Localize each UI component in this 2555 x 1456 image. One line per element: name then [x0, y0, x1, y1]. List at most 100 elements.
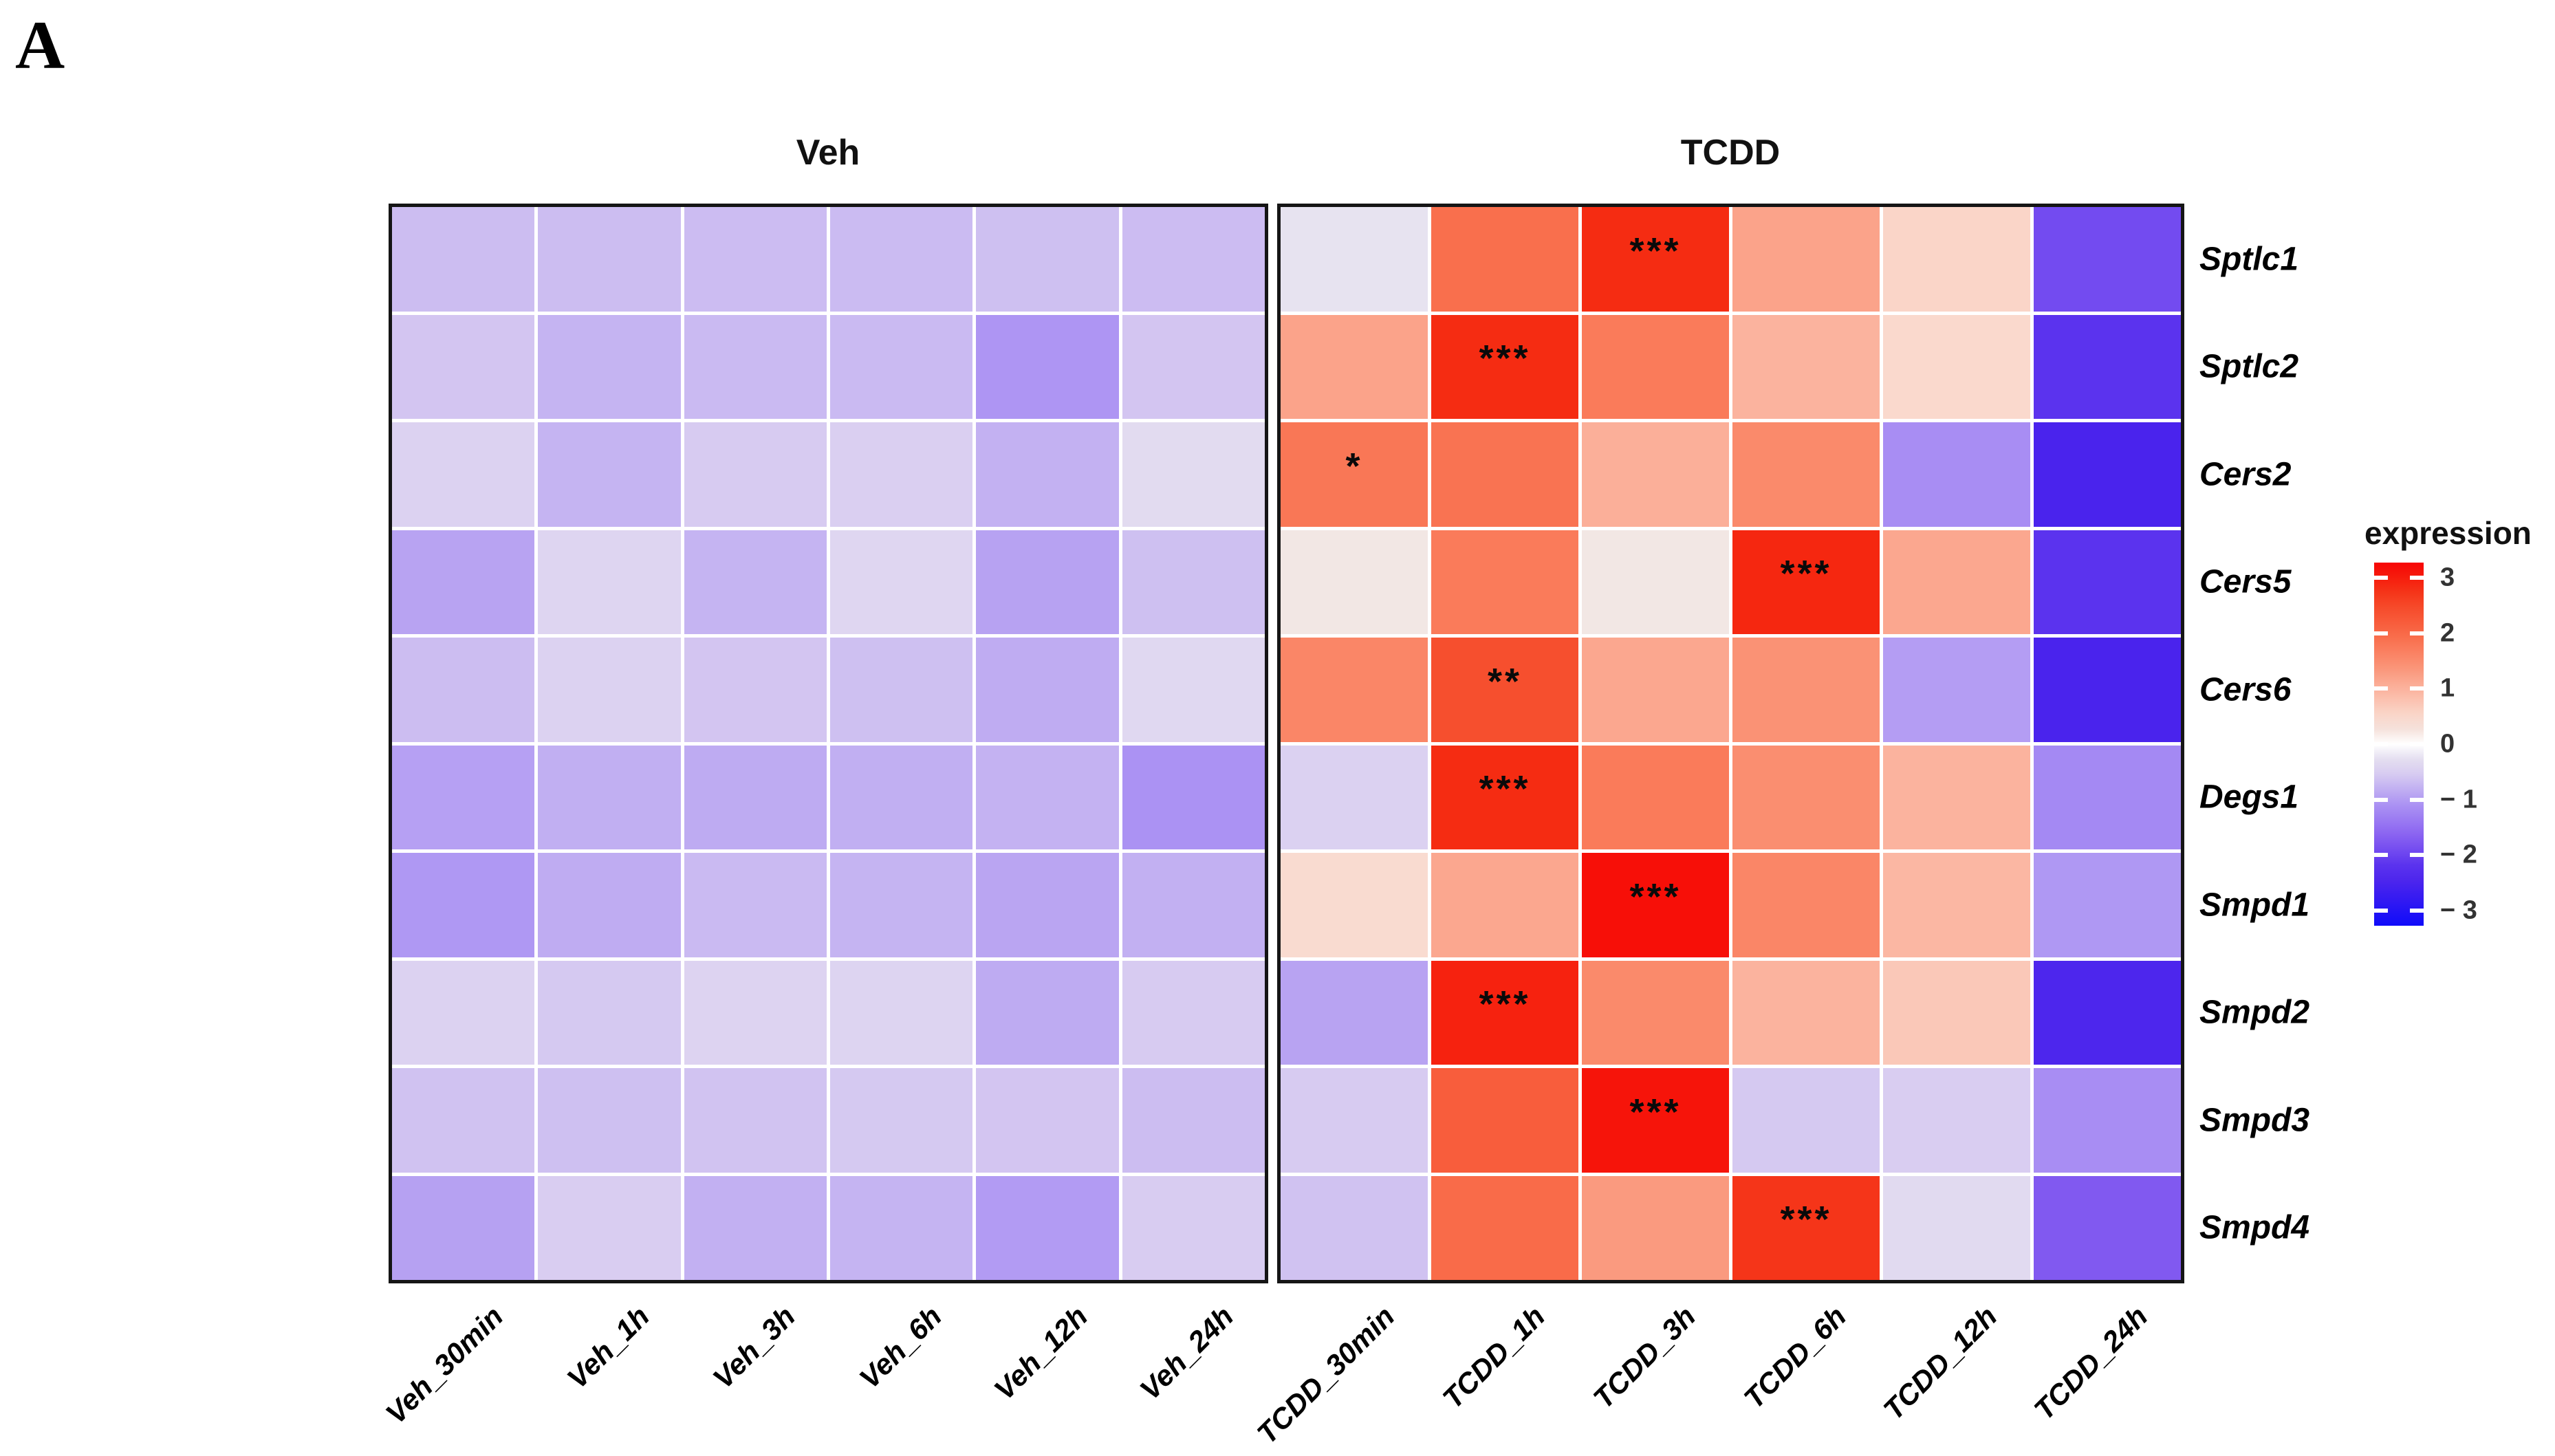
legend-tick-dash — [2410, 853, 2424, 858]
x-axis-label: Veh_1h — [561, 1300, 656, 1395]
heatmap-cell — [1281, 1068, 1428, 1173]
heatmap-cell — [1122, 1175, 1265, 1280]
heatmap-cell — [2034, 1175, 2181, 1280]
heatmap-cell — [392, 1175, 535, 1280]
heatmap-cell — [1431, 1068, 1578, 1173]
heatmap-cell — [1582, 422, 1729, 527]
heatmap-cell — [1732, 422, 1880, 527]
heatmap-cell — [1281, 960, 1428, 1065]
veh-heatmap-panel — [389, 204, 1268, 1283]
heatmap-cell — [829, 745, 973, 849]
significance-stars: *** — [1780, 553, 1832, 595]
panel-letter: A — [15, 7, 65, 83]
x-axis-label: TCDD_1h — [1436, 1300, 1552, 1415]
heatmap-cell — [1122, 853, 1265, 957]
heatmap-cell — [829, 1175, 973, 1280]
heatmap-cell: * — [1281, 422, 1428, 527]
legend-title: expression — [2364, 515, 2532, 551]
heatmap-cell — [1122, 530, 1265, 634]
x-axis-label: TCDD_30min — [1250, 1300, 1401, 1450]
heatmap-cell — [976, 422, 1119, 527]
legend-tick-label: 3 — [2440, 563, 2455, 592]
heatmap-cell — [684, 960, 827, 1065]
heatmap-cell — [392, 422, 535, 527]
heatmap-cell — [684, 422, 827, 527]
heatmap-cell — [976, 960, 1119, 1065]
significance-stars: *** — [1479, 768, 1531, 810]
heatmap-cell — [1281, 1175, 1428, 1280]
heatmap-cell — [2034, 530, 2181, 634]
heatmap-cell — [1431, 530, 1578, 634]
gene-label: Smpd2 — [2199, 994, 2310, 1031]
heatmap-cell — [392, 638, 535, 742]
heatmap-cell — [1431, 207, 1578, 312]
heatmap-cell — [1883, 207, 2030, 312]
heatmap-cell — [1122, 1068, 1265, 1173]
heatmap-cell — [2034, 207, 2181, 312]
heatmap-cell — [684, 530, 827, 634]
heatmap-cell — [1582, 314, 1729, 419]
significance-stars: *** — [1629, 1091, 1682, 1133]
heatmap-cell — [1281, 745, 1428, 849]
veh-panel-title: Veh — [796, 133, 860, 173]
heatmap-cell — [1883, 422, 2030, 527]
heatmap-cell — [976, 207, 1119, 312]
heatmap-cell — [1281, 207, 1428, 312]
heatmap-cell — [1883, 314, 2030, 419]
x-axis-label: TCDD_12h — [1876, 1300, 2003, 1426]
x-axis-label: TCDD_6h — [1737, 1300, 1853, 1415]
heatmap-cell — [392, 745, 535, 849]
significance-stars: ** — [1487, 660, 1523, 702]
heatmap-cell — [684, 314, 827, 419]
legend-tick-dash — [2410, 909, 2424, 913]
heatmap-cell — [1281, 530, 1428, 634]
heatmap-cell — [684, 638, 827, 742]
heatmap-cell — [2034, 1068, 2181, 1173]
heatmap-cell — [1122, 314, 1265, 419]
heatmap-cell — [1732, 745, 1880, 849]
heatmap-cell — [2034, 745, 2181, 849]
gene-label: Smpd1 — [2199, 887, 2310, 924]
heatmap-cell — [1122, 745, 1265, 849]
heatmap-cell — [392, 1068, 535, 1173]
legend-tick-dash — [2374, 631, 2388, 635]
gene-label: Cers6 — [2199, 671, 2292, 708]
tcdd-heatmap-grid: *** *** * *** ** *** *** *** *** *** — [1281, 207, 2181, 1280]
heatmap-cell — [538, 1068, 681, 1173]
heatmap-cell — [976, 853, 1119, 957]
heatmap-cell — [1582, 530, 1729, 634]
heatmap-cell — [684, 1175, 827, 1280]
heatmap-cell — [829, 1068, 973, 1173]
significance-stars: *** — [1479, 338, 1531, 380]
heatmap-cell: *** — [1582, 853, 1729, 957]
heatmap-cell — [976, 530, 1119, 634]
heatmap-cell — [538, 530, 681, 634]
heatmap-cell — [1281, 638, 1428, 742]
heatmap-cell — [1732, 853, 1880, 957]
significance-stars: *** — [1629, 876, 1682, 917]
gene-label: Smpd3 — [2199, 1102, 2310, 1139]
heatmap-cell: ** — [1431, 638, 1578, 742]
gene-label: Cers2 — [2199, 456, 2292, 493]
heatmap-cell: *** — [1732, 1175, 1880, 1280]
legend-tick-label: 0 — [2440, 729, 2455, 759]
x-axis-label: Veh_3h — [706, 1300, 802, 1395]
gene-label: Cers5 — [2199, 563, 2292, 600]
heatmap-cell — [829, 960, 973, 1065]
heatmap-cell — [829, 530, 973, 634]
x-axis-label: TCDD_24h — [2027, 1300, 2154, 1426]
x-axis-label: Veh_24h — [1133, 1300, 1240, 1406]
legend-tick-dash — [2410, 576, 2424, 580]
legend-tick-label: − 1 — [2440, 785, 2477, 814]
heatmap-cell — [829, 853, 973, 957]
heatmap-cell — [1582, 960, 1729, 1065]
legend-tick-dash — [2374, 686, 2388, 691]
heatmap-cell — [1431, 853, 1578, 957]
heatmap-cell — [1582, 638, 1729, 742]
heatmap-cell — [976, 314, 1119, 419]
legend-tick-label: 2 — [2440, 618, 2455, 648]
heatmap-cell — [392, 530, 535, 634]
heatmap-cell — [829, 207, 973, 312]
legend-tick-dash — [2374, 853, 2388, 858]
